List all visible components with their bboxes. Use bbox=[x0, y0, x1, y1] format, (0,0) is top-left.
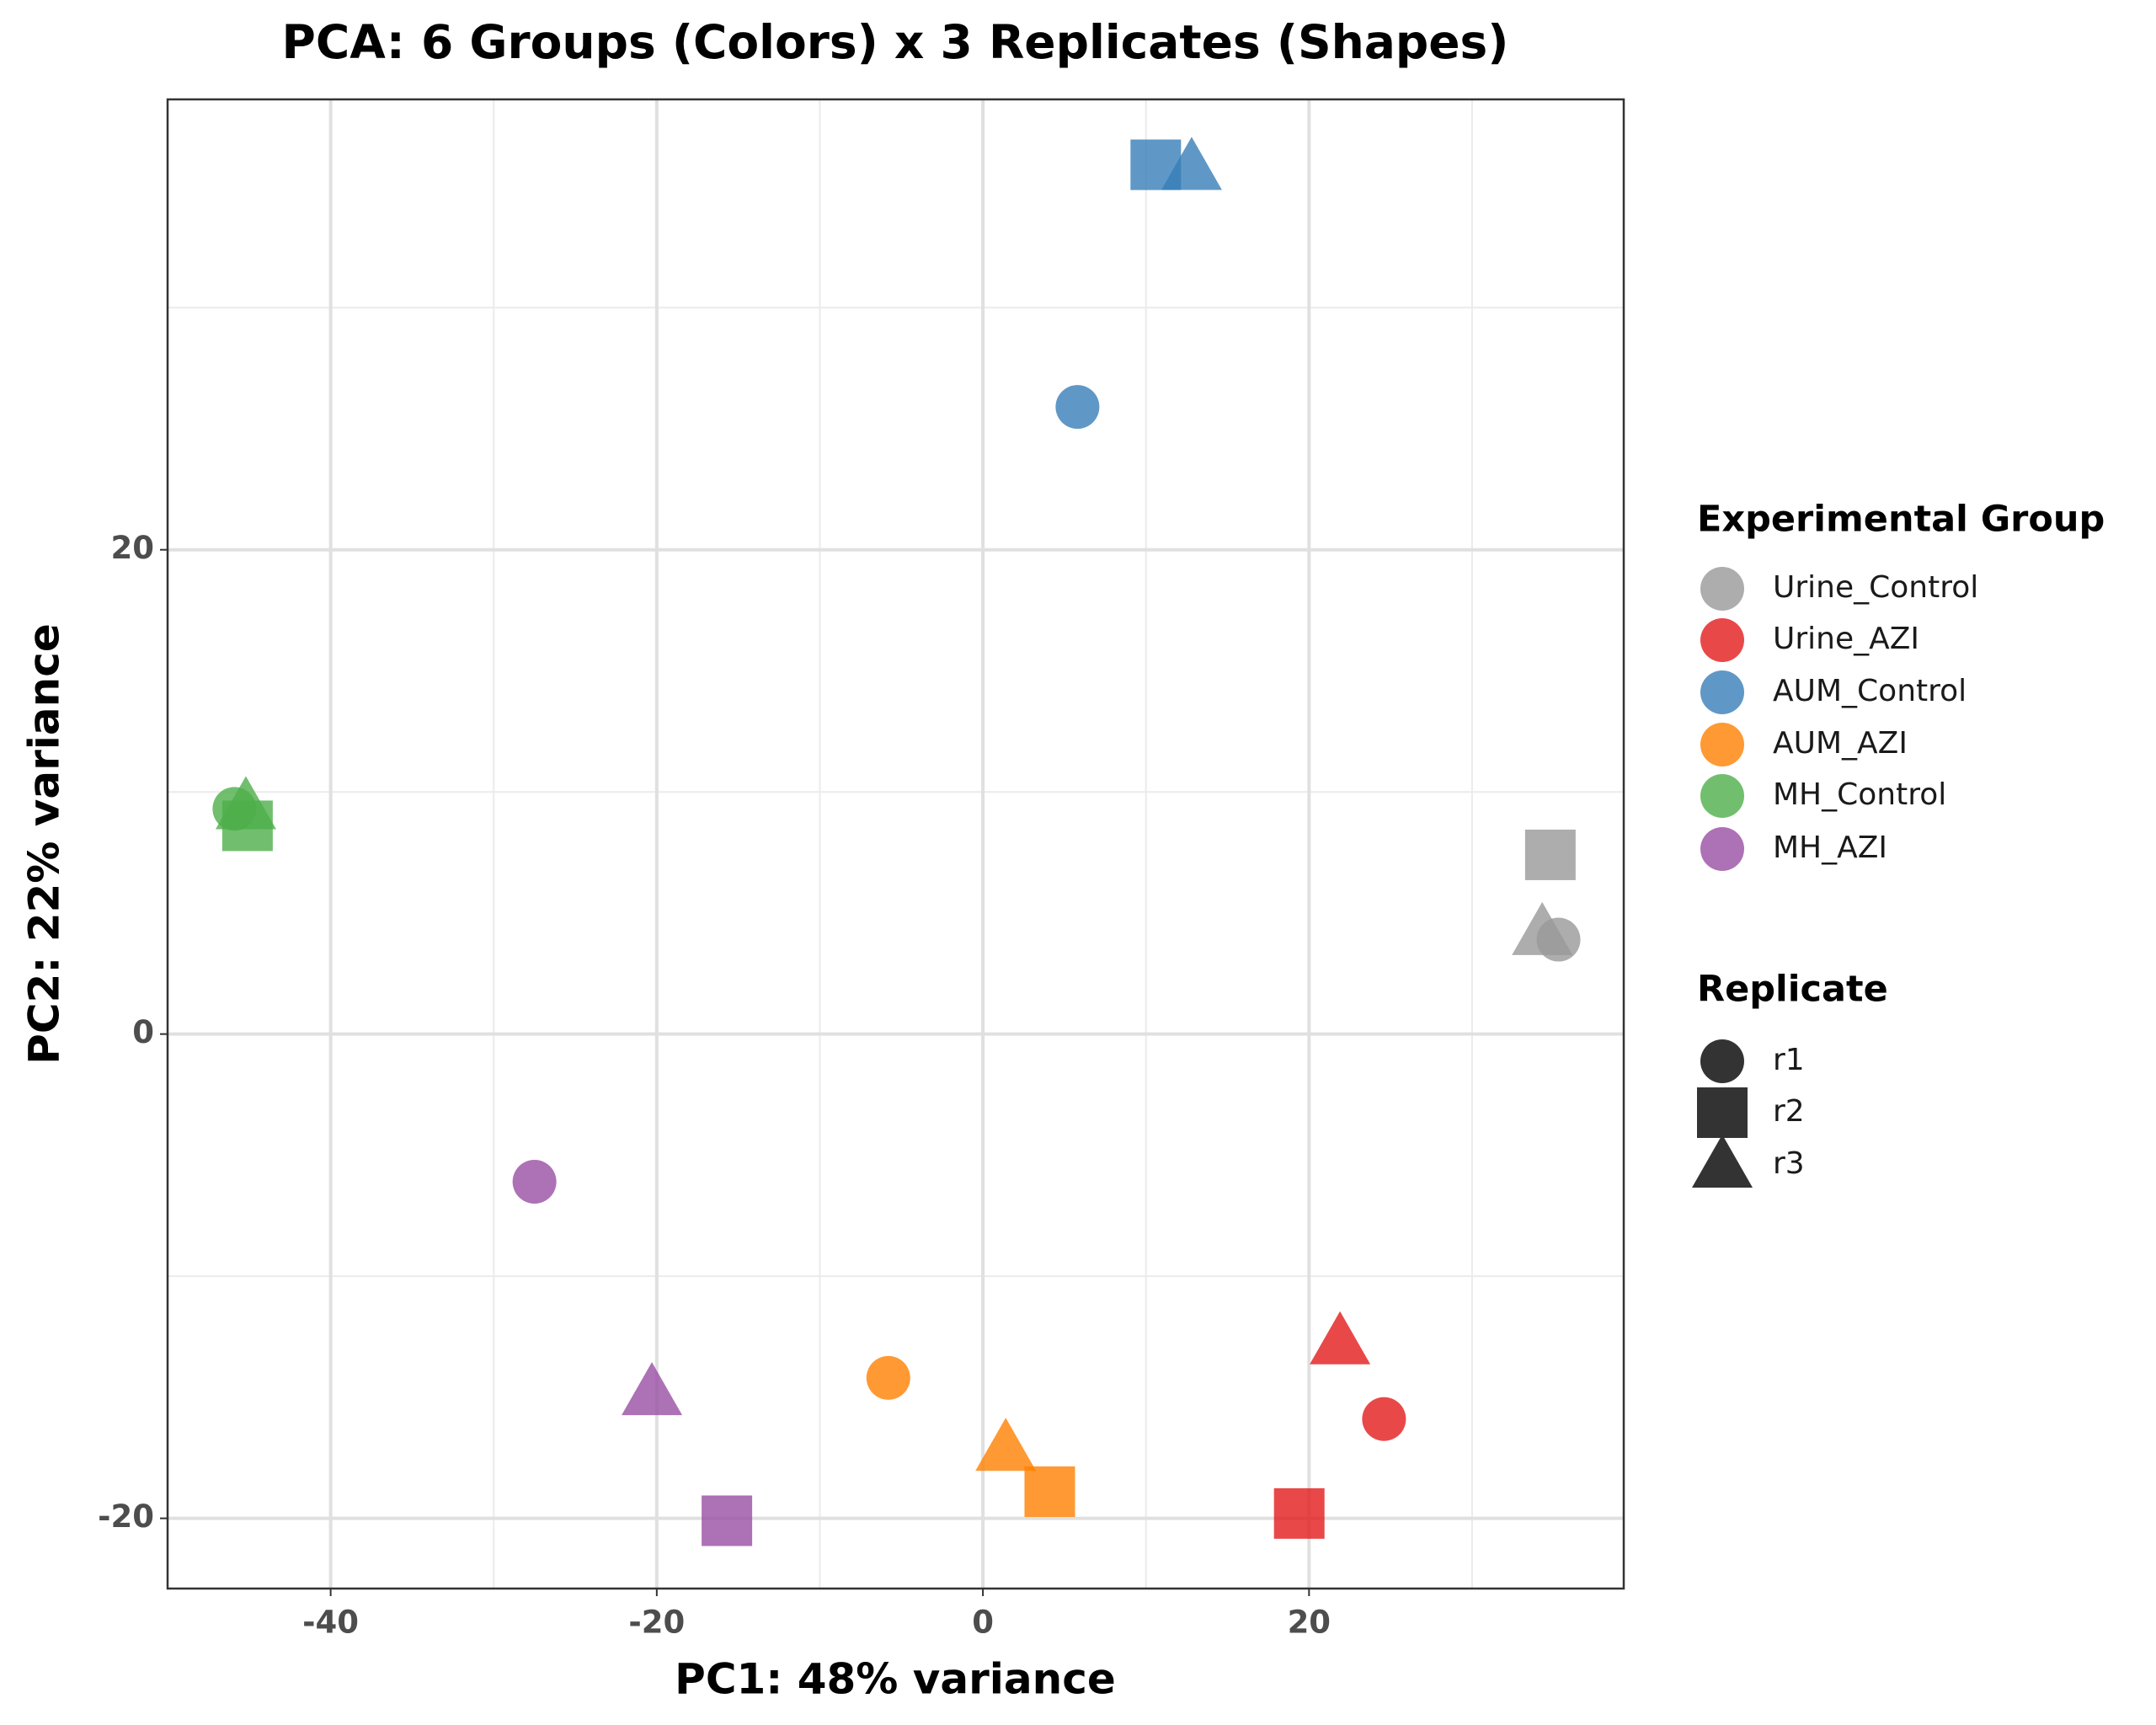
legend-label: AUM_AZI bbox=[1773, 726, 1908, 761]
x-axis-title: PC1: 48% variance bbox=[675, 1655, 1116, 1704]
x-tick-label: -40 bbox=[302, 1605, 359, 1641]
chart-title: PCA: 6 Groups (Colors) x 3 Replicates (S… bbox=[282, 15, 1509, 69]
point bbox=[702, 1495, 753, 1546]
y-axis-title: PC2: 22% variance bbox=[20, 623, 69, 1065]
point bbox=[512, 1160, 557, 1204]
legend-title: Experimental Group bbox=[1697, 499, 2105, 541]
legend-key bbox=[1700, 618, 1744, 662]
legend-key bbox=[1700, 723, 1744, 766]
legend-label: r3 bbox=[1773, 1146, 1805, 1181]
legend-label: r2 bbox=[1773, 1094, 1805, 1129]
point bbox=[1055, 385, 1100, 430]
legend-label: AUM_Control bbox=[1773, 674, 1967, 708]
legend-label: MH_Control bbox=[1773, 777, 1946, 812]
x-tick-label: -20 bbox=[628, 1605, 685, 1641]
y-tick-label: 0 bbox=[132, 1014, 154, 1050]
point bbox=[1161, 136, 1222, 190]
point bbox=[622, 1362, 683, 1416]
legend-key bbox=[1700, 774, 1744, 818]
legend-key bbox=[1700, 567, 1744, 611]
point bbox=[1524, 829, 1576, 880]
point bbox=[866, 1355, 910, 1400]
y-tick-label: 20 bbox=[111, 530, 155, 566]
point bbox=[215, 776, 276, 830]
legend-key bbox=[1700, 670, 1744, 714]
point bbox=[1512, 901, 1573, 955]
legend-key bbox=[1700, 1039, 1744, 1083]
legend-label: r1 bbox=[1773, 1043, 1805, 1077]
legend-label: Urine_AZI bbox=[1773, 622, 1919, 656]
x-tick-label: 0 bbox=[972, 1605, 994, 1641]
plot-border bbox=[166, 98, 1625, 1590]
legend-key bbox=[1700, 827, 1744, 871]
legend-key bbox=[1692, 1135, 1753, 1188]
point bbox=[975, 1418, 1037, 1471]
point bbox=[1362, 1397, 1406, 1441]
x-tick-label: 20 bbox=[1288, 1605, 1331, 1641]
legend-label: Urine_Control bbox=[1773, 570, 1978, 605]
legend-label: MH_AZI bbox=[1773, 830, 1887, 865]
legend-title: Replicate bbox=[1697, 969, 1888, 1011]
y-tick-label: -20 bbox=[98, 1498, 154, 1535]
legend-key bbox=[1697, 1087, 1748, 1138]
point bbox=[1024, 1466, 1075, 1518]
point bbox=[1273, 1487, 1325, 1539]
point bbox=[1310, 1311, 1371, 1365]
